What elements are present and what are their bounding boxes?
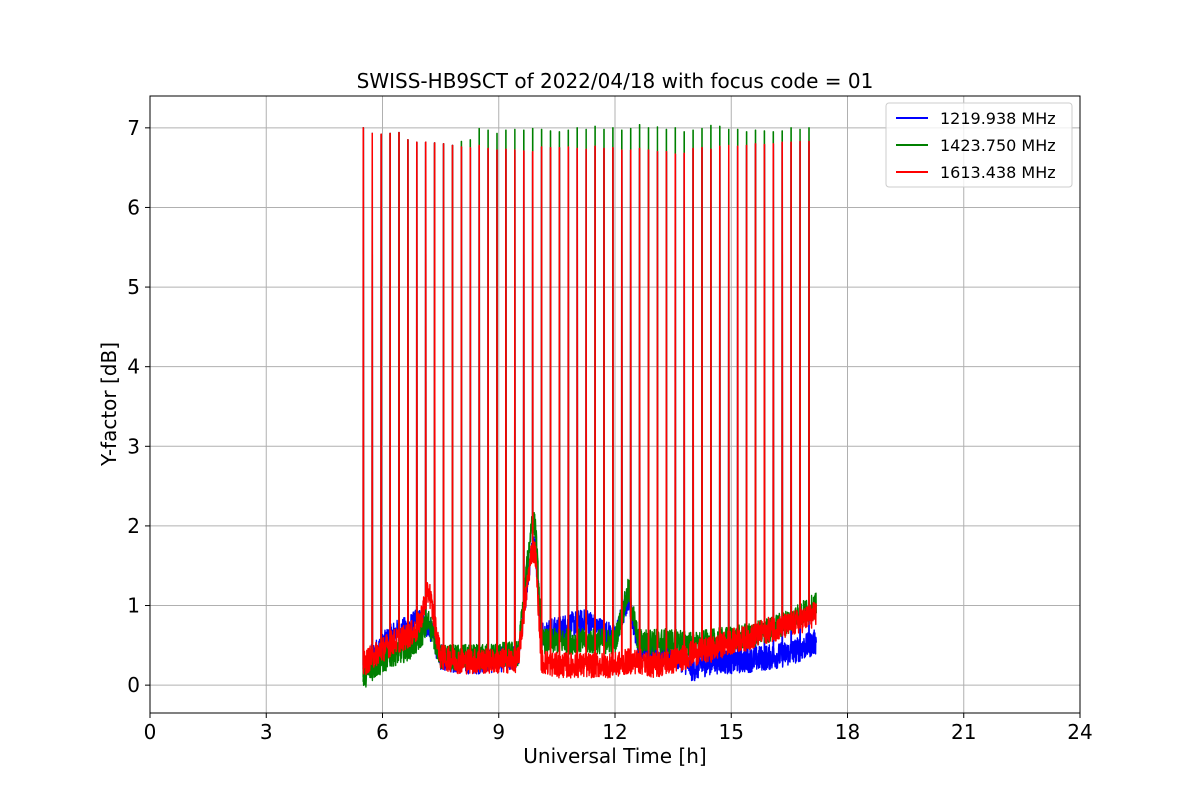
- plot-area: [362, 124, 817, 688]
- y-tick-label: 6: [127, 195, 140, 219]
- y-tick-label: 5: [127, 275, 140, 299]
- y-tick-label: 3: [127, 434, 140, 458]
- legend-label-series-1: 1423.750 MHz: [940, 136, 1056, 155]
- x-axis-title: Universal Time [h]: [523, 744, 706, 768]
- series-layer: [362, 124, 817, 688]
- y-tick-label: 2: [127, 514, 140, 538]
- chart-title: SWISS-HB9SCT of 2022/04/18 with focus co…: [357, 69, 874, 93]
- legend: 1219.938 MHz 1423.750 MHz 1613.438 MHz: [885, 102, 1073, 188]
- legend-label-series-0: 1219.938 MHz: [940, 109, 1056, 128]
- x-tick-label: 0: [144, 720, 157, 744]
- x-tick-label: 15: [719, 720, 744, 744]
- legend-box: [885, 102, 1073, 188]
- legend-label-series-2: 1613.438 MHz: [940, 163, 1056, 182]
- x-tick-label: 3: [260, 720, 273, 744]
- y-tick-label: 4: [127, 355, 140, 379]
- y-axis-title: Y-factor [dB]: [97, 342, 121, 467]
- x-tick-label: 24: [1067, 720, 1092, 744]
- x-tick-label: 12: [602, 720, 627, 744]
- series-line-2: [362, 127, 817, 679]
- y-tick-label: 1: [127, 594, 140, 618]
- x-tick-label: 9: [492, 720, 505, 744]
- y-tick-label: 7: [127, 116, 140, 140]
- x-tick-label: 6: [376, 720, 389, 744]
- x-tick-label: 21: [951, 720, 976, 744]
- x-tick-label: 18: [835, 720, 860, 744]
- y-tick-label: 0: [127, 673, 140, 697]
